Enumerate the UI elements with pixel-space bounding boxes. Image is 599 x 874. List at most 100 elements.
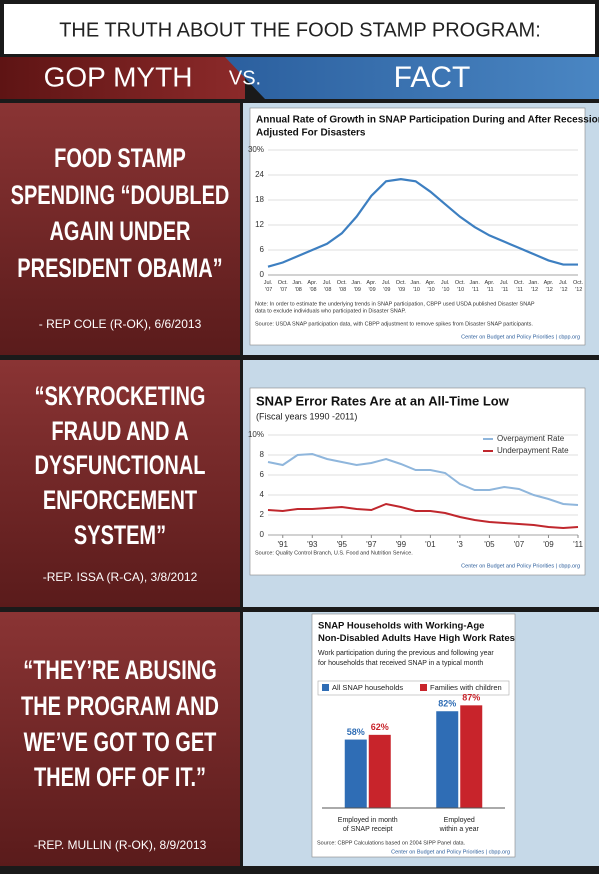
- series-line: [267, 178, 578, 268]
- quote-line: THE PROGRAM AND: [21, 691, 219, 722]
- chart-title: SNAP Error Rates Are at an All-Time Low: [256, 393, 510, 408]
- x-tick-label: Jan. '10: [410, 280, 421, 293]
- x-tick-label: '93: [307, 540, 318, 549]
- x-tick-label: Employed in month: [338, 817, 398, 824]
- x-tick-label: Jan. '11: [469, 280, 480, 293]
- quote-line: AGAIN UNDER: [50, 216, 191, 247]
- source: Source: CBPP Calculations based on 2004 …: [317, 840, 466, 846]
- value-label: 82%: [438, 699, 456, 709]
- y-tick-label: 30%: [248, 145, 264, 154]
- x-tick-label: of SNAP receipt: [343, 826, 393, 833]
- bar: [436, 711, 459, 808]
- chart-title: Non-Disabled Adults Have High Work Rates: [318, 633, 515, 644]
- y-tick-label: 18: [255, 195, 264, 204]
- source: Source: Quality Control Branch, U.S. Foo…: [255, 550, 413, 556]
- x-tick-label: Jul. '11: [500, 280, 509, 293]
- x-tick-label: Oct. '07: [278, 280, 289, 293]
- quote-line: WE’VE GOT TO GET: [24, 727, 217, 758]
- photo-panel: [0, 103, 240, 355]
- quote-line: FOOD STAMP: [54, 143, 186, 174]
- vs-label: VS.: [229, 67, 261, 89]
- quote-line: SYSTEM”: [74, 520, 166, 551]
- y-tick-label: 6: [260, 470, 265, 479]
- y-tick-label: 2: [260, 510, 265, 519]
- y-tick-label: 6: [260, 245, 265, 254]
- y-tick-label: 12: [255, 220, 264, 229]
- chart-title: Annual Rate of Growth in SNAP Participat…: [256, 115, 599, 126]
- bar: [460, 705, 483, 808]
- y-tick-label: 24: [255, 170, 264, 179]
- x-tick-label: Oct. '12: [573, 280, 584, 293]
- legend-label: All SNAP households: [332, 683, 403, 692]
- header-box: [4, 4, 595, 54]
- quote-line: ENFORCEMENT: [43, 485, 198, 516]
- y-tick-label: 0: [260, 530, 265, 539]
- legend-swatch: [420, 684, 427, 691]
- y-tick-label: 8: [260, 450, 265, 459]
- x-tick-label: Jan. '12: [529, 280, 540, 293]
- x-tick-label: Employed: [444, 817, 475, 824]
- x-tick-label: Jul. '12: [559, 280, 568, 293]
- x-tick-label: '07: [514, 540, 525, 549]
- x-tick-label: Jul. '10: [441, 280, 450, 293]
- value-label: 62%: [371, 722, 389, 732]
- header-title: THE TRUTH ABOUT THE FOOD STAMP PROGRAM:: [59, 19, 541, 41]
- x-tick-label: Jul. '09: [382, 280, 391, 293]
- y-tick-label: 10%: [248, 430, 264, 439]
- x-tick-label: '91: [278, 540, 289, 549]
- quote-line: SPENDING “DOUBLED: [11, 180, 230, 211]
- series-line: [267, 452, 579, 506]
- bar: [344, 739, 367, 808]
- legend-swatch: [322, 684, 329, 691]
- quote-line: PRESIDENT OBAMA”: [17, 253, 222, 284]
- x-tick-label: Jul. '08: [323, 280, 332, 293]
- x-tick-label: Oct. '09: [396, 280, 407, 293]
- x-tick-label: Apr. '09: [366, 280, 376, 293]
- y-tick-label: 0: [260, 270, 265, 279]
- chart-box: [249, 387, 586, 576]
- x-tick-label: Oct. '08: [337, 280, 348, 293]
- credit: Center on Budget and Policy Priorities |…: [461, 563, 580, 569]
- x-tick-label: '11: [573, 540, 583, 549]
- attribution: - REP COLE (R-OK), 6/6/2013: [39, 317, 202, 331]
- legend-label: Families with children: [430, 683, 502, 692]
- note: data to exclude individuals who particip…: [255, 308, 406, 314]
- fact-band: [225, 57, 599, 99]
- x-tick-label: Oct. '11: [514, 280, 525, 293]
- attribution: -REP. ISSA (R-CA), 3/8/2012: [43, 570, 198, 584]
- myth-label: GOP MYTH: [44, 61, 193, 92]
- chart-box: [249, 107, 586, 346]
- quote-line: “THEY’RE ABUSING: [23, 655, 217, 686]
- credit: Center on Budget and Policy Priorities |…: [461, 334, 580, 340]
- x-tick-label: '97: [366, 540, 377, 549]
- x-tick-label: '99: [396, 540, 407, 549]
- chart-subtitle: (Fiscal years 1990 -2011): [256, 411, 357, 421]
- photo-panel: [0, 612, 240, 866]
- x-tick-label: Apr. '08: [307, 280, 317, 293]
- quote-line: “SKYROCKETING: [35, 381, 206, 412]
- content: FOOD STAMP SPENDING “DOUBLED AGAIN UNDER PR…: [0, 103, 599, 866]
- myth-band: [0, 57, 245, 99]
- x-tick-label: Oct. '10: [455, 280, 466, 293]
- x-tick-label: '3: [457, 540, 464, 549]
- value-label: 87%: [462, 693, 480, 703]
- y-tick-label: 4: [260, 490, 265, 499]
- quote-line: FRAUD AND A: [51, 416, 188, 447]
- quote-line: DYSFUNCTIONAL: [35, 450, 206, 481]
- attribution: -REP. MULLIN (R-OK), 8/9/2013: [34, 838, 207, 852]
- credit: Center on Budget and Policy Priorities |…: [391, 849, 510, 855]
- x-tick-label: Jul. '07: [264, 280, 273, 293]
- series-line: [267, 502, 579, 530]
- chart-title: Adjusted For Disasters: [256, 128, 366, 139]
- x-tick-label: '05: [484, 540, 495, 549]
- x-tick-label: Jan. '09: [351, 280, 362, 293]
- fact-label: FACT: [394, 61, 471, 94]
- x-tick-label: '01: [425, 540, 436, 549]
- photo-panel: [0, 360, 240, 607]
- x-tick-label: Apr. '11: [485, 280, 495, 293]
- chart-title: SNAP Households with Working-Age: [318, 621, 484, 632]
- x-tick-label: '95: [337, 540, 348, 549]
- source: Source: USDA SNAP participation data, wi…: [255, 321, 533, 327]
- bar: [368, 734, 391, 808]
